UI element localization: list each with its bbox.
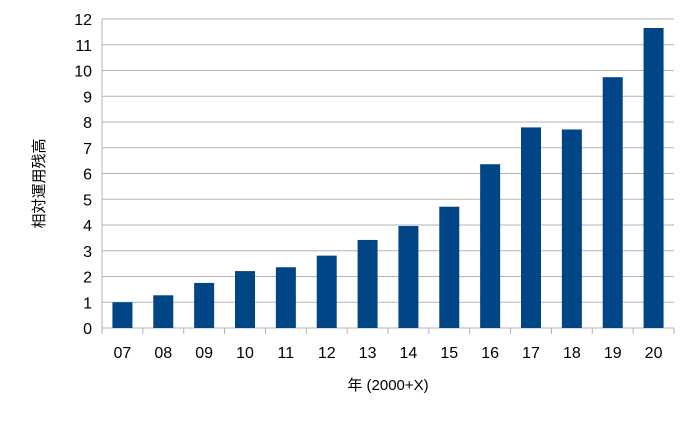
bar-09 <box>194 282 215 328</box>
x-tick-labels: 07 08 09 10 11 12 13 14 15 16 17 18 19 20 <box>114 345 663 362</box>
x-tick-label: 11 <box>278 345 295 362</box>
y-tick-label: 4 <box>83 218 92 235</box>
x-tick-label: 09 <box>195 345 213 362</box>
y-tick-label: 3 <box>83 244 92 261</box>
x-tick-label: 18 <box>563 345 581 362</box>
x-tick-label: 14 <box>400 345 418 362</box>
x-tick-label: 19 <box>604 345 622 362</box>
bar-14 <box>398 226 419 328</box>
y-tick-label: 5 <box>83 192 92 209</box>
y-tick-label: 6 <box>83 167 92 184</box>
y-tick-label: 12 <box>74 12 92 29</box>
bar-20 <box>643 28 664 328</box>
x-tick-label: 07 <box>114 345 132 362</box>
y-tick-label: 9 <box>83 89 92 106</box>
y-tick-label: 0 <box>83 321 92 338</box>
bar-16 <box>480 164 501 328</box>
bar-17 <box>521 127 541 328</box>
x-axis-title: 年 (2000+X) <box>347 377 428 394</box>
gridlines <box>101 18 675 334</box>
y-tick-label: 11 <box>75 38 92 55</box>
x-tick-label: 10 <box>236 345 254 362</box>
x-tick-label: 20 <box>645 345 663 362</box>
x-tick-label: 16 <box>481 345 499 362</box>
x-tick-label: 08 <box>154 345 172 362</box>
bar-12 <box>316 255 337 328</box>
bars <box>112 28 664 328</box>
y-tick-label: 7 <box>83 141 92 158</box>
y-tick-label: 10 <box>74 64 92 81</box>
y-axis-title: 相対運用残高 <box>31 138 48 228</box>
y-tick-label: 2 <box>83 270 92 287</box>
bar-15 <box>439 206 460 328</box>
x-tick-label: 13 <box>359 345 377 362</box>
x-tick-label: 17 <box>522 345 540 362</box>
bar-08 <box>153 295 174 328</box>
bar-07 <box>112 302 133 328</box>
bar-19 <box>602 77 623 328</box>
bar-10 <box>235 271 255 328</box>
bar-18 <box>561 129 582 328</box>
bar-13 <box>357 239 378 328</box>
y-tick-label: 1 <box>83 295 92 312</box>
x-tick-label: 12 <box>318 345 336 362</box>
bar-11 <box>275 267 296 328</box>
x-tick-label: 15 <box>440 345 458 362</box>
y-tick-label: 8 <box>83 115 92 132</box>
